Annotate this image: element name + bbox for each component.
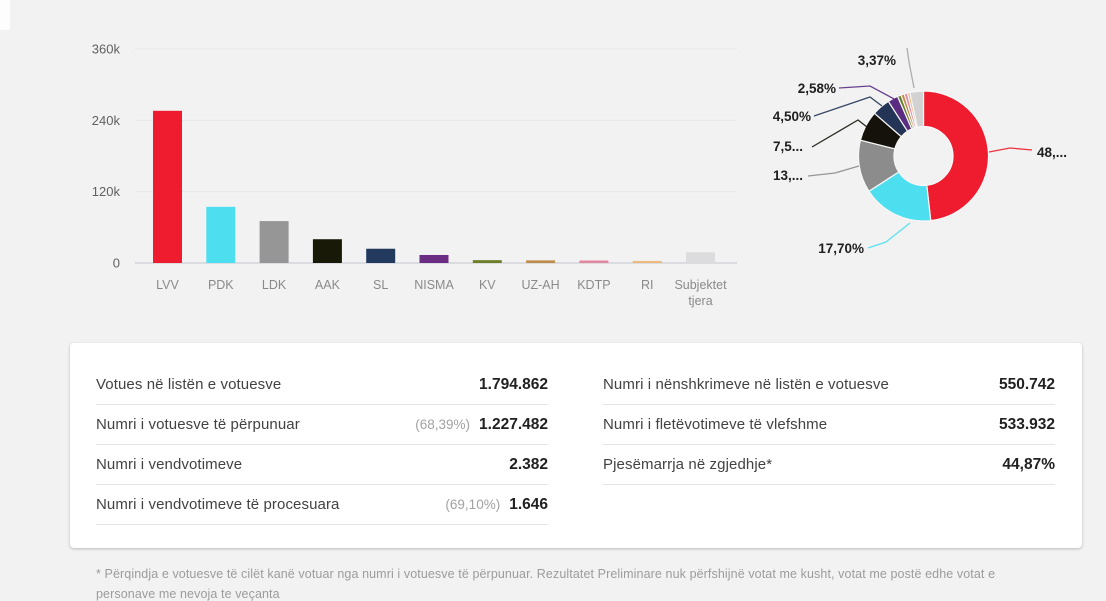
stat-label: Numri i votuesve të përpunuar	[96, 416, 300, 433]
x-axis-category-label: Subjektet tjera	[674, 278, 727, 308]
bar-AAK[interactable]	[312, 239, 342, 263]
x-axis-category-label: PDK	[208, 278, 234, 292]
donut-slice-label: 48,...	[1037, 145, 1067, 160]
stat-label: Numri i vendvotimeve	[96, 456, 243, 473]
donut-slice-label: 3,37%	[858, 53, 896, 68]
donut-leader-line	[807, 165, 860, 177]
stat-value: 2.382	[509, 455, 548, 473]
donut-slice-LVV[interactable]	[922, 90, 990, 222]
x-axis-category-label: LVV	[156, 278, 179, 292]
stat-label: Numri i nënshkrimeve në listën e votuesv…	[603, 376, 889, 393]
stat-row-polling-stations: Numri i vendvotimeve 2.382	[96, 445, 548, 485]
stat-value: 1.646	[509, 495, 548, 513]
donut-leader-line	[906, 47, 915, 89]
bar-LDK[interactable]	[259, 221, 289, 263]
stats-column-left: Votues në listën e votuesve 1.794.862 Nu…	[96, 365, 548, 525]
bar-chart: 0 120k 240k 360k LVV PDK LDK AAK SL NISMA KV UZ-AH K…	[92, 42, 737, 308]
stat-row-valid-ballots: Numri i fletëvotimeve të vlefshme 533.93…	[603, 405, 1055, 445]
x-axis-category-label: AAK	[315, 278, 341, 292]
donut-slice-label: 17,70%	[818, 241, 864, 256]
donut-slice-Subjektet-tjera[interactable]	[909, 90, 925, 128]
stat-percent: (68,39%)	[415, 417, 471, 432]
donut-slice-label: 2,58%	[798, 81, 836, 96]
donut-leader-line	[813, 96, 883, 117]
donut-leader-line	[988, 147, 1033, 153]
stat-row-voters-processed: Numri i votuesve të përpunuar (68,39%) 1…	[96, 405, 548, 445]
stat-value: 1.794.862	[479, 375, 548, 393]
y-axis-tick-label: 240k	[92, 113, 121, 128]
stat-row-signatures: Numri i nënshkrimeve në listën e votuesv…	[603, 365, 1055, 405]
donut-slice-label: 4,50%	[773, 109, 811, 124]
stat-row-turnout: Pjesëmarrja në zgjedhje* 44,87%	[603, 445, 1055, 485]
donut-slice-label: 7,5...	[773, 139, 803, 154]
stat-value: 44,87%	[1002, 455, 1055, 473]
bar-NISMA[interactable]	[419, 254, 449, 263]
donut-chart: 48,... 17,70% 13,... 7,5... 4,50% 2,58% 3,37%	[773, 47, 1067, 256]
stat-label: Numri i fletëvotimeve të vlefshme	[603, 416, 828, 433]
top-left-artifact	[0, 0, 10, 30]
y-axis-tick-label: 360k	[92, 42, 121, 57]
bar-KV[interactable]	[472, 260, 502, 263]
donut-slice-label: 13,...	[773, 168, 803, 183]
y-axis-tick-label: 120k	[92, 184, 121, 199]
footnote: * Përqindja e votuesve të cilët kanë vot…	[96, 567, 996, 601]
stat-value: 533.932	[998, 415, 1055, 433]
donut-leader-line	[838, 85, 897, 101]
donut-leader-line	[867, 222, 911, 249]
stats-column-right: Numri i nënshkrimeve në listën e votuesv…	[603, 365, 1055, 485]
stat-row-polling-stations-processed: Numri i vendvotimeve të procesuara (69,1…	[96, 485, 548, 525]
stat-percent: (69,10%)	[445, 497, 501, 512]
bar-LVV[interactable]	[153, 110, 182, 263]
x-axis-category-label: KV	[479, 278, 496, 292]
bar-UZ-AH[interactable]	[526, 260, 556, 263]
y-axis-tick-label: 0	[113, 256, 120, 271]
stat-value: 550.742	[998, 375, 1055, 393]
donut-leader-line	[811, 119, 868, 148]
stats-card: Votues në listën e votuesve 1.794.862 Nu…	[70, 343, 1082, 548]
x-axis-category-label: RI	[641, 278, 654, 292]
stat-label: Numri i vendvotimeve të procesuara	[96, 496, 340, 513]
x-axis-category-label: SL	[373, 278, 388, 292]
stat-label: Votues në listën e votuesve	[96, 376, 282, 393]
bar-KDTP[interactable]	[579, 260, 609, 263]
x-axis-category-label: UZ-AH	[521, 278, 559, 292]
x-axis-category-label: NISMA	[414, 278, 454, 292]
bar-RI[interactable]	[632, 260, 662, 263]
stat-row-voters-list: Votues në listën e votuesve 1.794.862	[96, 365, 548, 405]
bar-Subjektet-tjera[interactable]	[686, 252, 715, 263]
bar-PDK[interactable]	[206, 206, 236, 263]
x-axis-category-label: KDTP	[577, 278, 610, 292]
x-axis-category-label: LDK	[262, 278, 287, 292]
stat-value: 1.227.482	[479, 415, 548, 433]
bar-SL[interactable]	[366, 248, 396, 263]
stat-label: Pjesëmarrja në zgjedhje*	[603, 456, 773, 473]
